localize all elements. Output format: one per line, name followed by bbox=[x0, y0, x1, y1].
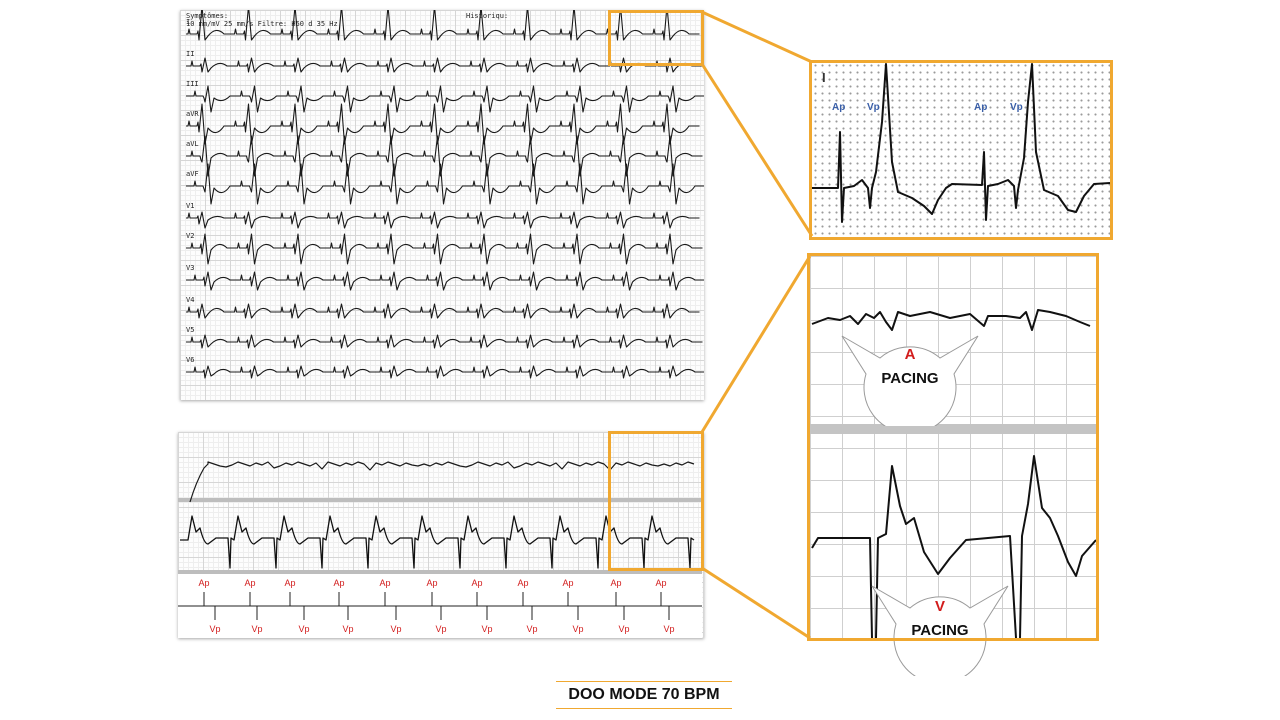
vp-marker-label: Vp bbox=[663, 624, 675, 634]
vp-marker-label: Vp bbox=[526, 624, 538, 634]
strip-ventricular-trace bbox=[180, 515, 695, 569]
ecg-12-lead-traces bbox=[186, 10, 704, 379]
callout-bubble-v bbox=[871, 585, 1009, 676]
ecg-header-symptoms: Symptômes: bbox=[186, 12, 229, 20]
callout-a-letter: A bbox=[904, 346, 916, 363]
ap-marker-label: Ap bbox=[379, 578, 391, 588]
ecg-trace-v4 bbox=[186, 303, 700, 319]
ecg-trace-iii bbox=[186, 85, 704, 113]
ecg-12-lead-panel bbox=[180, 10, 704, 400]
vp-marker-label: Vp bbox=[209, 624, 221, 634]
callout-bubble-a bbox=[841, 335, 979, 426]
lead-label-avr: aVR bbox=[186, 110, 199, 118]
zoom-lead-label: I bbox=[822, 70, 826, 85]
zoom-label-vp-2: Vp bbox=[1010, 102, 1023, 113]
highlight-box-ecg bbox=[608, 10, 704, 66]
caption-rule-top bbox=[556, 681, 732, 682]
zoom-label-vp-1: Vp bbox=[867, 102, 880, 113]
ecg-trace-v2 bbox=[186, 233, 703, 265]
zoom-label-ap-1: Ap bbox=[832, 102, 846, 113]
lead-label-avl: aVL bbox=[186, 140, 199, 148]
zoom-strip-panel bbox=[810, 256, 1096, 638]
ecg-trace-avr bbox=[186, 103, 700, 145]
ecg-trace-v6 bbox=[186, 365, 704, 379]
zoom-strip-traces bbox=[811, 309, 1096, 638]
ap-marker-label: Ap bbox=[655, 578, 667, 588]
vp-marker-label: Vp bbox=[481, 624, 493, 634]
ecg-trace-v3 bbox=[186, 271, 704, 291]
vp-marker-label: Vp bbox=[342, 624, 354, 634]
ecg-trace-avl bbox=[186, 135, 703, 177]
ecg-header-history: Historiqu: bbox=[466, 12, 509, 20]
strip-atrial-trace bbox=[189, 461, 695, 503]
callout-a-word: PACING bbox=[881, 370, 939, 387]
lead-label-v5: V5 bbox=[186, 326, 195, 334]
ap-marker-label: Ap bbox=[284, 578, 296, 588]
ap-marker-label: Ap bbox=[610, 578, 622, 588]
ap-marker-label: Ap bbox=[244, 578, 256, 588]
vp-marker-label: Vp bbox=[390, 624, 402, 634]
strip-separator-bar bbox=[178, 498, 702, 502]
zoom-frame-top bbox=[809, 60, 1113, 240]
zoom-ventricular-waveform bbox=[811, 455, 1096, 638]
lead-label-avf: aVF bbox=[186, 170, 199, 178]
highlight-box-strip bbox=[608, 431, 704, 571]
lead-label-v1: V1 bbox=[186, 202, 195, 210]
ap-marker-label: Ap bbox=[333, 578, 345, 588]
pacing-strip-traces bbox=[178, 461, 702, 620]
ecg-trace-avf bbox=[186, 163, 704, 205]
zoom-lead-i-trace bbox=[812, 63, 1110, 223]
lead-label-v3: V3 bbox=[186, 264, 195, 272]
ap-marker-label: Ap bbox=[517, 578, 529, 588]
ecg-trace-ii bbox=[186, 57, 703, 73]
ap-marker-label: Ap bbox=[471, 578, 483, 588]
ap-marker-label: Ap bbox=[562, 578, 574, 588]
ap-marker-label: Ap bbox=[198, 578, 210, 588]
lead-label-v4: V4 bbox=[186, 296, 195, 304]
zoom-atrial-waveform bbox=[811, 309, 1091, 331]
callout-v-text: V PACING bbox=[888, 598, 992, 658]
zoom-frame-bottom bbox=[807, 253, 1099, 641]
lead-label-v2: V2 bbox=[186, 232, 195, 240]
ecg-trace-i bbox=[186, 10, 700, 41]
lead-label-v6: V6 bbox=[186, 356, 195, 364]
lead-label-i: I bbox=[186, 18, 191, 26]
callout-v-word: PACING bbox=[911, 622, 969, 639]
ap-marker-label: Ap bbox=[426, 578, 438, 588]
caption-title: DOO MODE 70 BPM bbox=[568, 686, 720, 703]
strip-separator-bar-2 bbox=[178, 570, 702, 574]
vp-marker-label: Vp bbox=[435, 624, 447, 634]
vp-marker-label: Vp bbox=[251, 624, 263, 634]
zoom-label-ap-2: Ap bbox=[974, 102, 988, 113]
zoom-strip-separator bbox=[810, 424, 1096, 434]
vp-marker-label: Vp bbox=[618, 624, 630, 634]
caption-rule-bottom bbox=[556, 708, 732, 709]
ecg-trace-v5 bbox=[186, 334, 703, 349]
vp-marker-label: Vp bbox=[572, 624, 584, 634]
lead-label-iii: III bbox=[186, 80, 199, 88]
lead-label-ii: II bbox=[186, 50, 195, 58]
zoom-lead-i-waveform bbox=[812, 63, 1110, 223]
ecg-header-speed: 10 mm/mV 25 mm/s Filtre: H50 d 35 Hz bbox=[186, 20, 338, 28]
callout-v-letter: V bbox=[934, 598, 945, 615]
ecg-trace-v1 bbox=[186, 211, 700, 229]
vp-marker-label: Vp bbox=[298, 624, 310, 634]
callout-a-text: A PACING bbox=[858, 346, 962, 406]
zoom-lead-i-panel bbox=[812, 62, 1110, 238]
